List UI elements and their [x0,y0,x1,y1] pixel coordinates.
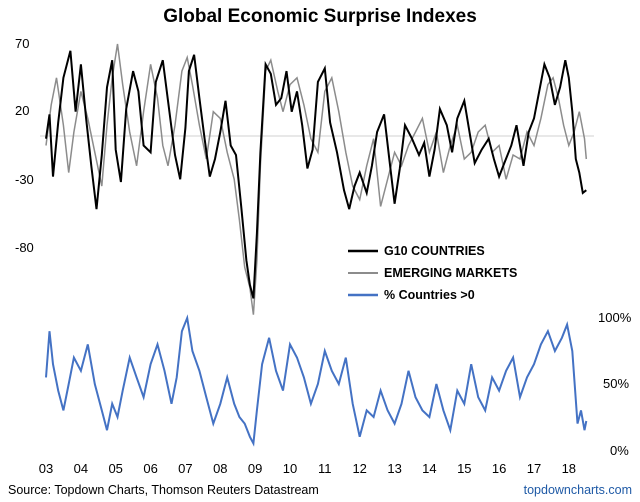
x-tick-label: 11 [318,461,332,476]
x-tick-label: 16 [492,461,506,476]
series-line-g10-countries [45,50,587,299]
x-tick-label: 10 [283,461,297,476]
x-tick-label: 08 [213,461,227,476]
bottom-ytick-label: 50% [603,376,629,391]
bottom-ytick-label: 0% [610,443,629,458]
x-tick-label: 03 [39,461,53,476]
top-ytick-label: 20 [15,103,29,118]
legend-label-pct: % Countries >0 [384,288,475,302]
legend: G10 COUNTRIES EMERGING MARKETS % Countri… [348,244,517,302]
x-tick-label: 05 [108,461,122,476]
x-tick-label: 07 [178,461,192,476]
legend-label-em: EMERGING MARKETS [384,266,517,280]
bottom-ytick-label: 100% [598,310,632,325]
series-line-pct-countries [45,314,588,447]
legend-label-g10: G10 COUNTRIES [384,244,485,258]
chart-title: Global Economic Surprise Indexes [163,6,477,27]
x-tick-label: 04 [74,461,88,476]
x-tick-label: 13 [387,461,401,476]
top-ytick-label: -30 [15,172,34,187]
source-note: Source: Topdown Charts, Thomson Reuters … [8,483,319,497]
brand-watermark: topdowncharts.com [524,483,632,497]
top-ytick-label: -80 [15,240,34,255]
x-tick-label: 15 [457,461,471,476]
x-tick-label: 14 [422,461,436,476]
x-tick-label: 09 [248,461,262,476]
x-tick-label: 18 [562,461,576,476]
series-line-emerging-markets [45,43,588,315]
top-ytick-label: 70 [15,36,29,51]
x-tick-label: 06 [143,461,157,476]
x-tick-label: 12 [352,461,366,476]
x-tick-label: 17 [527,461,541,476]
